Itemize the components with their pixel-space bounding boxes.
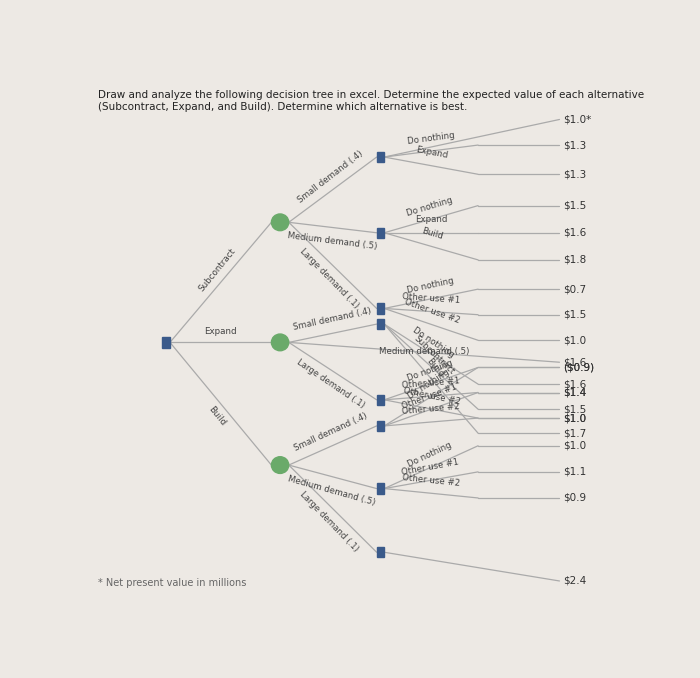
Text: Do nothing: Do nothing: [406, 195, 454, 218]
Text: $1.6: $1.6: [563, 357, 586, 367]
Text: $1.7: $1.7: [563, 428, 586, 438]
Text: $0.9: $0.9: [563, 493, 586, 503]
Text: $1.6: $1.6: [563, 228, 586, 238]
Text: Other use #2: Other use #2: [404, 298, 461, 325]
Text: $1.4: $1.4: [563, 388, 586, 397]
Bar: [377, 303, 384, 314]
Bar: [377, 547, 384, 557]
Text: Do nothing: Do nothing: [406, 277, 454, 296]
Bar: [377, 319, 384, 330]
Bar: [377, 395, 384, 405]
Text: Large demand (.1): Large demand (.1): [295, 358, 366, 410]
Text: Expand: Expand: [415, 146, 449, 161]
Text: $2.4: $2.4: [563, 576, 586, 586]
Text: Build: Build: [421, 226, 444, 241]
Text: Do nothing: Do nothing: [412, 325, 456, 359]
Text: Large demand (.1): Large demand (.1): [298, 246, 360, 310]
Text: Medium demand (.5): Medium demand (.5): [287, 474, 376, 507]
Text: Other use #1: Other use #1: [402, 376, 460, 390]
Text: Small demand (.4): Small demand (.4): [295, 149, 364, 205]
Text: Other use #2: Other use #2: [401, 402, 460, 416]
Text: (Subcontract, Expand, and Build). Determine which alternative is best.: (Subcontract, Expand, and Build). Determ…: [98, 102, 468, 112]
Text: $1.8: $1.8: [563, 255, 586, 265]
Bar: [377, 483, 384, 494]
Text: $1.0: $1.0: [563, 413, 586, 423]
Bar: [377, 228, 384, 238]
Text: Do nothing: Do nothing: [406, 359, 454, 383]
Text: $1.0: $1.0: [563, 441, 586, 451]
Text: $0.7: $0.7: [563, 284, 586, 294]
Circle shape: [272, 214, 289, 231]
Circle shape: [272, 334, 289, 351]
Text: Small demand (.4): Small demand (.4): [292, 306, 372, 332]
Text: $1.5: $1.5: [563, 310, 586, 320]
Text: Do nothing: Do nothing: [406, 441, 453, 469]
Text: Other use #2: Other use #2: [402, 473, 461, 488]
Bar: [377, 420, 384, 431]
Text: $1.6: $1.6: [563, 379, 586, 389]
Text: Small demand (.4): Small demand (.4): [293, 411, 369, 453]
Text: $1.4: $1.4: [563, 388, 586, 397]
Text: ($0.9): ($0.9): [563, 363, 594, 372]
Text: $1.5: $1.5: [563, 201, 586, 211]
Text: Medium demand (.5): Medium demand (.5): [379, 347, 469, 356]
Text: ($0.9): ($0.9): [563, 363, 594, 372]
Text: Do nothing: Do nothing: [406, 368, 452, 401]
Text: Subcontract: Subcontract: [412, 334, 456, 376]
Text: Do nothing: Do nothing: [407, 131, 455, 146]
Text: $1.0: $1.0: [563, 413, 586, 423]
Text: $1.3: $1.3: [563, 170, 586, 179]
Text: * Net present value in millions: * Net present value in millions: [98, 578, 246, 589]
Text: Other use #2: Other use #2: [402, 386, 461, 406]
Text: $1.3: $1.3: [563, 140, 586, 150]
Text: Large demand (.1): Large demand (.1): [298, 490, 360, 553]
Circle shape: [272, 457, 289, 473]
Text: Expand: Expand: [204, 327, 237, 336]
Text: $1.0: $1.0: [563, 336, 586, 345]
Text: Subcontract: Subcontract: [197, 247, 237, 294]
Text: Build: Build: [206, 405, 228, 427]
Bar: [162, 337, 170, 348]
Bar: [377, 152, 384, 162]
Text: $1.1: $1.1: [563, 467, 586, 477]
Text: Medium demand (.5): Medium demand (.5): [287, 231, 377, 252]
Text: Other use #1: Other use #1: [401, 458, 460, 477]
Text: $1.5: $1.5: [563, 404, 586, 414]
Text: Other use #1: Other use #1: [402, 292, 461, 305]
Text: Other use #1: Other use #1: [401, 382, 458, 411]
Text: Build: Build: [424, 356, 445, 379]
Text: Draw and analyze the following decision tree in excel. Determine the expected va: Draw and analyze the following decision …: [98, 90, 645, 100]
Text: $1.0*: $1.0*: [563, 115, 591, 125]
Text: Expand: Expand: [415, 216, 447, 224]
